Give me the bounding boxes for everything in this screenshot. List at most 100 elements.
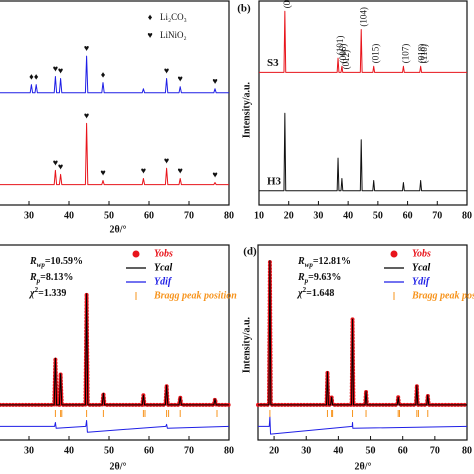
stat-symbol: R (297, 256, 305, 267)
x-tick-label: 20 (284, 210, 294, 221)
stat-symbol: χ (296, 288, 303, 299)
pattern-line (0, 55, 229, 94)
pattern-line (0, 420, 230, 433)
peak-label: (101) (335, 36, 345, 56)
peak-label: (006) (338, 44, 348, 64)
stat-symbol: R (297, 272, 305, 283)
peak-label: (110) (419, 44, 429, 63)
peak-marker: ♥ (84, 43, 89, 53)
pattern-line (0, 122, 229, 186)
peak-marker: ♥ (178, 74, 183, 84)
x-tick-label: 30 (24, 210, 34, 221)
peak-marker: ♦ (101, 70, 106, 80)
y-axis-label: Intensity/a.u. (241, 316, 252, 373)
x-tick-label: 30 (313, 210, 323, 221)
legend-label: Bragg peak position (153, 290, 237, 301)
x-tick-label: 20 (269, 445, 279, 456)
legend-label: Yobs (154, 248, 173, 259)
peak-label: (018) (417, 44, 427, 64)
stat-value: =1.339 (38, 288, 66, 299)
legend-label: LiNiO₂ (160, 30, 187, 40)
x-tick-label: 60 (144, 210, 154, 221)
x-tick-label: 60 (398, 445, 408, 456)
x-tick-label: 50 (104, 445, 114, 456)
x-tick-label: 60 (144, 445, 154, 456)
x-tick-label: 80 (462, 445, 472, 456)
peak-marker: ♥ (53, 157, 58, 167)
pattern-line (258, 260, 467, 406)
peak-marker: ♥ (164, 66, 169, 76)
peak-marker: ♥ (212, 76, 217, 86)
plot-frame (258, 0, 468, 206)
legend-symbol (132, 250, 140, 258)
stat-value: =12.81% (313, 256, 351, 267)
plot-frame (257, 244, 468, 441)
pattern-line (259, 10, 467, 73)
x-tick-label: 80 (224, 210, 234, 221)
peak-marker: ♥ (178, 166, 183, 176)
x-tick-label: 70 (184, 210, 194, 221)
x-tick-label: 70 (430, 445, 440, 456)
x-tick-label: 60 (403, 210, 413, 221)
fit-statistic: Rwp=10.59% (29, 256, 83, 268)
stat-subscript: p (36, 277, 41, 285)
observed-pattern (0, 291, 231, 407)
x-axis-label: 2θ/° (110, 461, 127, 472)
x-tick-label: 50 (104, 210, 114, 221)
legend-symbol (390, 250, 398, 258)
x-tick-label: 80 (462, 210, 472, 221)
x-tick-label: 50 (366, 445, 376, 456)
peak-marker: ♦ (34, 72, 39, 82)
stat-value: =9.63% (308, 272, 341, 283)
peak-label: (012) (341, 50, 351, 70)
legend-label: Ydif (154, 276, 173, 287)
legend-label: Bragg peak position (411, 290, 474, 301)
x-tick-label: 30 (301, 445, 311, 456)
legend-label: Ydif (412, 276, 431, 287)
fit-statistic: Rwp=12.81% (297, 256, 351, 268)
x-tick-label: 50 (373, 210, 383, 221)
x-tick-label: 40 (343, 210, 353, 221)
peak-marker: ♥ (84, 110, 89, 120)
x-tick-label: 70 (184, 445, 194, 456)
legend-label: Li₂CO₃ (160, 12, 187, 22)
panel-label: (b) (237, 3, 251, 15)
x-axis-label: 2θ/° (110, 224, 127, 235)
observed-pattern (256, 258, 469, 407)
fit-statistic: Rp=8.13% (29, 272, 73, 284)
peak-label: (107) (400, 44, 410, 64)
x-tick-label: 40 (333, 445, 343, 456)
peak-marker: ♥ (164, 155, 169, 165)
legend-symbol: ♥ (147, 30, 152, 40)
stat-subscript: wp (37, 261, 46, 269)
stat-symbol: R (29, 272, 37, 283)
fit-statistic: Rp=9.63% (297, 272, 341, 284)
stat-symbol: χ (28, 288, 35, 299)
peak-label: (015) (371, 44, 381, 64)
legend-label: Ycal (154, 262, 173, 273)
stat-subscript: p (304, 277, 309, 285)
x-axis-label: 2θ/° (355, 461, 372, 472)
peak-marker: ♥ (212, 170, 217, 180)
pattern-line (258, 416, 468, 435)
peak-marker: ♥ (53, 64, 58, 74)
peak-marker: ♥ (141, 166, 146, 176)
legend-symbol: ♦ (148, 12, 153, 22)
peak-marker: ♦ (29, 72, 34, 82)
stat-superscript: 2 (35, 286, 39, 294)
plot-frame (0, 0, 230, 206)
peak-label: (003) (282, 0, 292, 8)
panel-label: (d) (243, 246, 257, 258)
fit-statistic: χ2=1.648 (296, 286, 334, 300)
series-label: H3 (267, 175, 282, 187)
peak-marker: ♥ (58, 66, 63, 76)
stat-subscript: wp (305, 261, 314, 269)
stat-value: =1.648 (306, 288, 334, 299)
fit-statistic: χ2=1.339 (28, 286, 66, 300)
x-tick-label: 40 (64, 445, 74, 456)
plot-frame (0, 244, 230, 441)
pattern-line (0, 293, 229, 406)
peak-marker: ♥ (58, 161, 63, 171)
series-label: S3 (267, 57, 279, 69)
